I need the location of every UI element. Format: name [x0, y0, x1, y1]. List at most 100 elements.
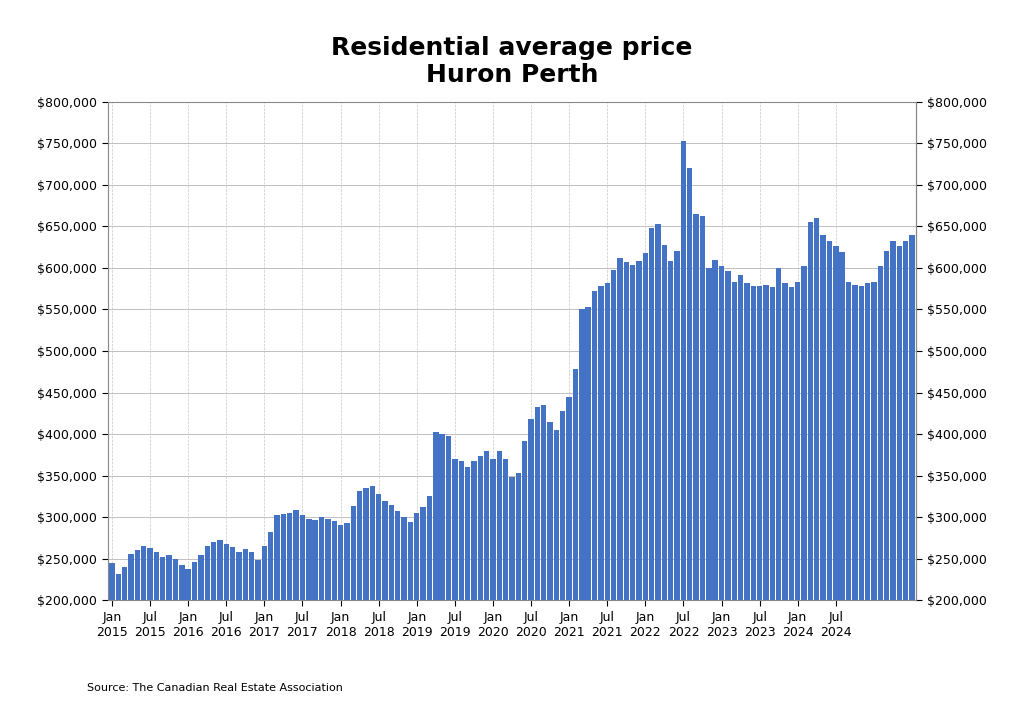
Bar	[376, 494, 381, 702]
Bar	[649, 228, 654, 702]
Bar	[294, 510, 299, 702]
Bar	[122, 567, 127, 702]
Bar	[560, 411, 565, 702]
Bar	[255, 560, 261, 702]
Bar	[820, 234, 825, 702]
Bar	[903, 241, 908, 702]
Bar	[421, 507, 426, 702]
Bar	[344, 523, 349, 702]
Bar	[490, 459, 496, 702]
Bar	[243, 549, 248, 702]
Bar	[281, 514, 286, 702]
Bar	[370, 486, 375, 702]
Bar	[858, 286, 864, 702]
Bar	[554, 430, 559, 702]
Bar	[795, 282, 801, 702]
Bar	[744, 283, 750, 702]
Bar	[357, 491, 362, 702]
Bar	[147, 548, 153, 702]
Text: Source: The Canadian Real Estate Association: Source: The Canadian Real Estate Associa…	[87, 683, 343, 693]
Bar	[782, 283, 787, 702]
Bar	[675, 251, 680, 702]
Bar	[643, 253, 648, 702]
Bar	[802, 266, 807, 702]
Bar	[211, 542, 216, 702]
Bar	[636, 261, 642, 702]
Bar	[834, 246, 839, 702]
Bar	[497, 451, 502, 702]
Bar	[191, 562, 198, 702]
Bar	[580, 310, 585, 702]
Bar	[154, 552, 159, 702]
Bar	[110, 563, 115, 702]
Bar	[433, 432, 438, 702]
Bar	[693, 214, 698, 702]
Bar	[548, 422, 553, 702]
Bar	[909, 234, 914, 702]
Bar	[770, 287, 775, 702]
Bar	[541, 405, 547, 702]
Title: Residential average price
Huron Perth: Residential average price Huron Perth	[332, 36, 692, 87]
Bar	[535, 407, 540, 702]
Bar	[287, 513, 293, 702]
Bar	[871, 282, 877, 702]
Bar	[230, 547, 236, 702]
Bar	[350, 505, 356, 702]
Bar	[318, 517, 325, 702]
Bar	[135, 550, 140, 702]
Bar	[459, 461, 464, 702]
Bar	[662, 245, 667, 702]
Bar	[141, 546, 146, 702]
Bar	[199, 555, 204, 702]
Bar	[763, 284, 769, 702]
Bar	[776, 268, 781, 702]
Bar	[326, 519, 331, 702]
Bar	[725, 271, 730, 702]
Bar	[395, 511, 400, 702]
Bar	[788, 287, 794, 702]
Bar	[128, 554, 134, 702]
Bar	[731, 282, 737, 702]
Bar	[699, 216, 706, 702]
Bar	[338, 525, 343, 702]
Bar	[719, 266, 724, 702]
Bar	[681, 141, 686, 702]
Bar	[300, 515, 305, 702]
Bar	[528, 419, 534, 702]
Bar	[630, 265, 635, 702]
Bar	[167, 555, 172, 702]
Bar	[897, 246, 902, 702]
Bar	[757, 286, 762, 702]
Bar	[840, 252, 845, 702]
Bar	[262, 546, 267, 702]
Bar	[826, 241, 833, 702]
Bar	[160, 557, 166, 702]
Bar	[306, 519, 311, 702]
Bar	[217, 540, 222, 702]
Bar	[116, 574, 121, 702]
Bar	[890, 241, 896, 702]
Bar	[445, 436, 452, 702]
Bar	[884, 251, 889, 702]
Bar	[592, 291, 597, 702]
Bar	[751, 286, 756, 702]
Bar	[173, 559, 178, 702]
Bar	[707, 268, 712, 702]
Bar	[205, 546, 210, 702]
Bar	[522, 441, 527, 702]
Bar	[312, 520, 317, 702]
Bar	[586, 307, 591, 702]
Bar	[509, 477, 515, 702]
Bar	[503, 459, 508, 702]
Bar	[846, 282, 851, 702]
Bar	[408, 522, 413, 702]
Bar	[808, 223, 813, 702]
Bar	[401, 517, 407, 702]
Bar	[414, 513, 420, 702]
Bar	[878, 266, 883, 702]
Bar	[382, 501, 388, 702]
Bar	[611, 270, 616, 702]
Bar	[617, 258, 623, 702]
Bar	[687, 168, 692, 702]
Bar	[865, 283, 870, 702]
